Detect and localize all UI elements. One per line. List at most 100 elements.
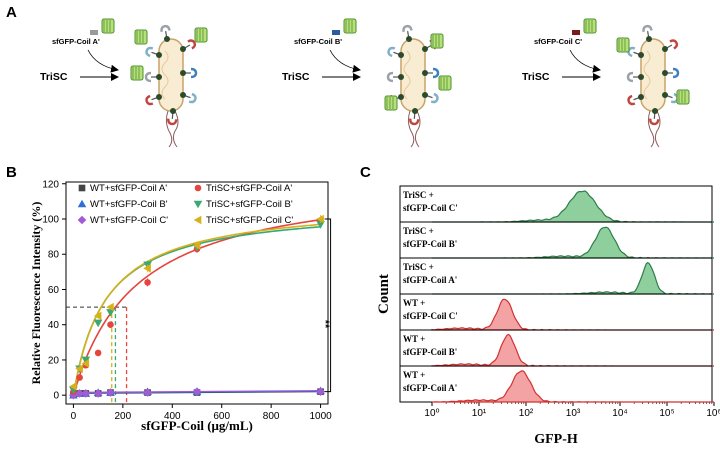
x-axis-label: sfGFP-Coil (μg/mL)	[141, 418, 253, 433]
schematic-item: TriSC sfGFP-Coil C'	[522, 18, 690, 148]
cell-interior-icon	[403, 50, 411, 100]
y-tick-label: 120	[42, 179, 59, 190]
gfp-barrel-icon	[583, 18, 597, 34]
curved-arrow	[87, 49, 119, 73]
panel-label-a: A	[6, 4, 17, 21]
gfp-barrel-icon	[430, 33, 444, 49]
gfp-barrel-icon	[384, 95, 398, 111]
histogram-label: WT +	[403, 334, 425, 344]
anchor-dot-icon	[422, 46, 428, 52]
x-tick-label: 800	[263, 411, 280, 422]
y-axis-label: Relative Fluorescence Intensity (%)	[29, 202, 43, 385]
data-point	[143, 388, 152, 397]
histogram-label: sfGFP-Coil A'	[403, 383, 457, 393]
x-tick-label: 10⁶	[706, 408, 720, 419]
x-tick-label: 10⁴	[612, 408, 627, 419]
significance-bracket	[324, 218, 332, 393]
anchor-dot-icon	[156, 94, 162, 100]
coil-label: sfGFP-Coil C'	[534, 37, 582, 46]
panel-label-b: B	[6, 164, 17, 181]
data-point	[69, 390, 78, 400]
y-tick-label: 100	[42, 215, 59, 226]
data-point	[93, 319, 103, 328]
bacterial-cell-icon	[158, 38, 184, 112]
x-tick-label: 0	[71, 411, 77, 422]
legend-label: WT+sfGFP-Coil C'	[90, 215, 168, 226]
x-tick-label: 10³	[566, 408, 581, 419]
panel-label-c: C	[360, 164, 371, 181]
plot-frame	[65, 181, 329, 405]
anchor-dot-icon	[180, 70, 186, 76]
x-tick-label: 10¹	[472, 408, 487, 419]
gfp-barrel-icon	[438, 75, 452, 91]
y-tick-label: 0	[53, 391, 59, 402]
data-point	[193, 200, 203, 209]
gfp-barrel-icon	[130, 65, 144, 81]
anchor-dot-icon	[398, 94, 404, 100]
schematic-item: TriSC sfGFP-Coil A'	[40, 18, 208, 148]
anchor-dot-icon	[156, 52, 162, 58]
histogram-label: sfGFP-Coil B'	[403, 347, 457, 357]
y-tick-label: 80	[48, 250, 60, 261]
data-point	[75, 389, 84, 398]
histogram-area	[431, 333, 714, 367]
histogram-label: sfGFP-Coil A'	[403, 275, 457, 285]
trisc-label: TriSC	[40, 71, 68, 83]
x-axis-label: GFP-H	[534, 432, 578, 447]
anchor-dot-icon	[662, 46, 668, 52]
coil-label: sfGFP-Coil A'	[52, 37, 100, 46]
data-point	[69, 382, 77, 391]
anchor-dot-icon	[398, 74, 404, 80]
gfp-barrel-icon	[676, 89, 690, 105]
anchor-dot-icon	[662, 70, 668, 76]
x-tick-label: 400	[164, 411, 181, 422]
data-point	[193, 215, 202, 225]
data-point	[77, 215, 87, 225]
flow-histogram-chart: GFP-H Count 10⁰ 10¹ 10² 10³ 10⁴ 10⁵ 10⁶ TriSC +…	[376, 185, 720, 447]
data-point	[316, 214, 324, 224]
histogram-label: TriSC +	[403, 262, 434, 272]
coil-label: sfGFP-Coil B'	[294, 37, 342, 46]
gfp-barrel-icon	[194, 27, 208, 43]
x-tick-label: 1000	[309, 411, 332, 422]
anchor-dot-icon	[412, 108, 418, 114]
x-tick-label: 200	[115, 411, 132, 422]
schematic-item: TriSC sfGFP-Coil B'	[282, 18, 452, 148]
anchor-dot-icon	[422, 70, 428, 76]
x-tick-label: 10²	[519, 408, 534, 419]
anchor-dot-icon	[638, 94, 644, 100]
flagellum-icon	[414, 110, 421, 148]
legend-label: WT+sfGFP-Coil A'	[90, 183, 167, 194]
data-point	[316, 220, 325, 229]
histogram-label: TriSC +	[403, 226, 434, 236]
anchor-dot-icon	[406, 36, 412, 42]
anchor-dot-icon	[662, 92, 668, 98]
binding-curve-chart: sfGFP-Coil (μg/mL) Relative Fluorescence…	[29, 179, 332, 433]
data-point	[81, 389, 91, 398]
data-point	[144, 279, 151, 286]
histogram-area	[431, 298, 714, 331]
histogram-label: sfGFP-Coil C'	[403, 203, 458, 213]
data-point	[316, 387, 325, 396]
data-point	[192, 387, 202, 396]
histogram-label: sfGFP-Coil C'	[403, 311, 458, 321]
coil-tag-icon	[332, 30, 340, 35]
coil-tag-icon	[572, 30, 580, 35]
gfp-barrel-icon	[343, 18, 357, 34]
anchor-dot-icon	[398, 52, 404, 58]
data-point	[107, 321, 114, 329]
coil-tag-icon	[90, 30, 98, 35]
gfp-barrel-icon	[616, 37, 630, 53]
data-point	[77, 199, 87, 208]
x-tick-label: 10⁰	[424, 408, 439, 419]
bacterial-cell-icon	[400, 38, 426, 112]
histogram-area	[432, 190, 714, 223]
significance-marker: **	[319, 320, 331, 329]
histogram-area	[432, 370, 714, 403]
anchor-dot-icon	[164, 36, 170, 42]
anchor-dot-icon	[638, 52, 644, 58]
data-point	[143, 264, 151, 273]
flagellum-icon	[647, 110, 655, 148]
